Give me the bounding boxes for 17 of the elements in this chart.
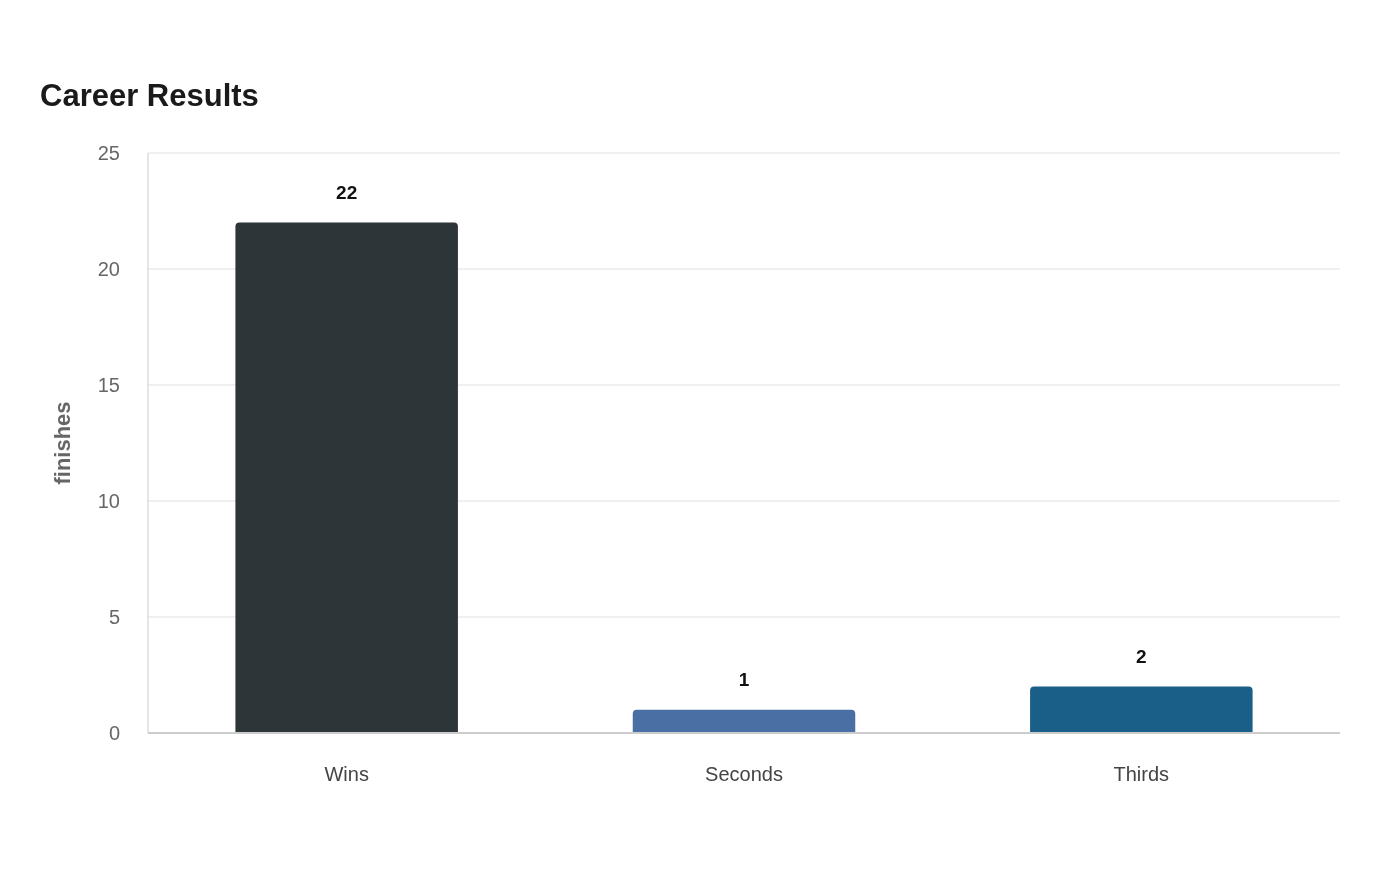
data-label: 22 xyxy=(336,181,358,203)
data-label: 1 xyxy=(738,668,750,690)
y-tick-label: 0 xyxy=(108,722,120,744)
y-tick-label: 5 xyxy=(108,606,120,628)
data-label: 2 xyxy=(1136,645,1147,667)
y-tick-label: 20 xyxy=(97,258,120,280)
y-axis-title: finishes xyxy=(50,401,75,485)
y-tick-label: 25 xyxy=(97,142,120,164)
x-tick-label: Thirds xyxy=(1113,763,1170,785)
bar xyxy=(1030,686,1253,733)
x-tick-label: Seconds xyxy=(705,763,783,785)
y-tick-label: 15 xyxy=(97,374,120,396)
y-tick-label: 10 xyxy=(97,490,120,512)
bar xyxy=(632,709,856,733)
x-tick-label: Wins xyxy=(324,763,369,785)
bar xyxy=(235,222,458,733)
chart-title: Career Results xyxy=(40,78,259,113)
